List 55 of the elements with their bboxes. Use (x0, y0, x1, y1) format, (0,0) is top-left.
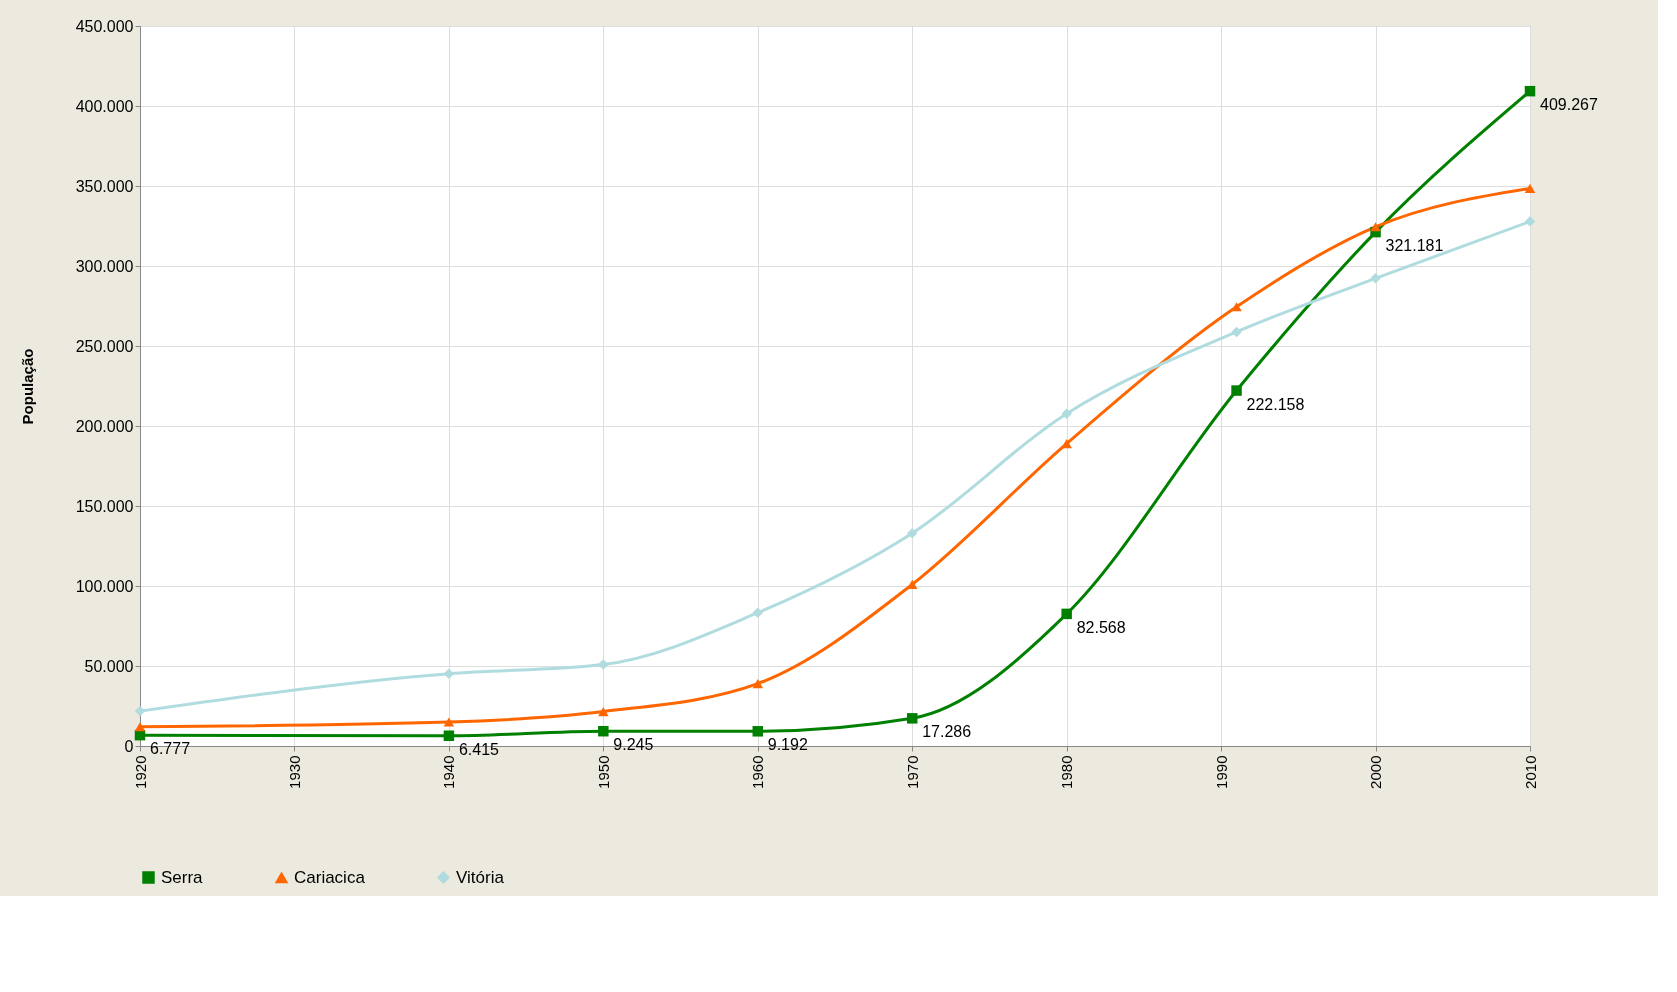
y-tick-label: 400.000 (75, 97, 134, 115)
point (598, 725, 609, 737)
y-tick-label: 50.000 (84, 657, 134, 675)
data-label: 6.415 (458, 740, 500, 758)
x-tick-label: 1920 (131, 755, 149, 789)
data-label: 409.267 (1540, 96, 1598, 114)
point (134, 722, 146, 732)
y-tick-label: 450.000 (75, 17, 134, 35)
x-tick-label: 1960 (749, 755, 767, 789)
data-label: 82.568 (1076, 618, 1126, 636)
point (598, 707, 609, 717)
x-tick-label: 1970 (903, 755, 921, 789)
point (752, 679, 764, 689)
point (1370, 222, 1381, 232)
y-tick-label: 100.000 (75, 577, 134, 595)
y-tick-label: 150.000 (75, 497, 134, 515)
x-tick-label: 1930 (285, 755, 303, 789)
data-label: 6.777 (150, 740, 191, 758)
point (906, 527, 918, 539)
y-tick-label: 300.000 (75, 257, 134, 275)
data-label: 321.181 (1385, 237, 1444, 255)
data-label: 9.192 (767, 736, 808, 754)
y-tick-label: 350.000 (75, 177, 134, 195)
y-tick-label: 0 (124, 737, 134, 755)
point (1061, 608, 1072, 620)
data-label: 222.158 (1246, 395, 1305, 413)
point (1061, 439, 1072, 449)
point (1370, 273, 1381, 284)
x-tick-label: 1940 (440, 755, 458, 789)
point (443, 730, 455, 741)
x-tick-label: 1990 (1212, 755, 1230, 789)
legend-label: Serra (161, 867, 204, 887)
data-label: 17.286 (922, 723, 972, 741)
x-tick-label: 2010 (1521, 755, 1539, 789)
legend-label: Vitória (456, 867, 505, 887)
point (598, 659, 609, 670)
x-tick-label: 1980 (1058, 755, 1076, 789)
y-tick-label: 250.000 (75, 337, 134, 355)
point (1231, 302, 1242, 312)
x-tick-label: 2000 (1367, 755, 1385, 789)
y-tick-label: 200.000 (75, 417, 134, 435)
data-label: 9.245 (613, 736, 654, 754)
point (1231, 326, 1242, 338)
point (1524, 183, 1536, 193)
point (906, 713, 918, 724)
x-tick-label: 1950 (594, 755, 612, 789)
y-axis-title: População (18, 348, 36, 425)
point (752, 607, 764, 618)
point (752, 726, 764, 737)
point (1524, 85, 1536, 97)
point (1061, 408, 1072, 419)
point (1524, 216, 1536, 227)
point (1231, 385, 1242, 396)
point (443, 717, 455, 727)
legend-label: Cariacica (294, 867, 366, 887)
